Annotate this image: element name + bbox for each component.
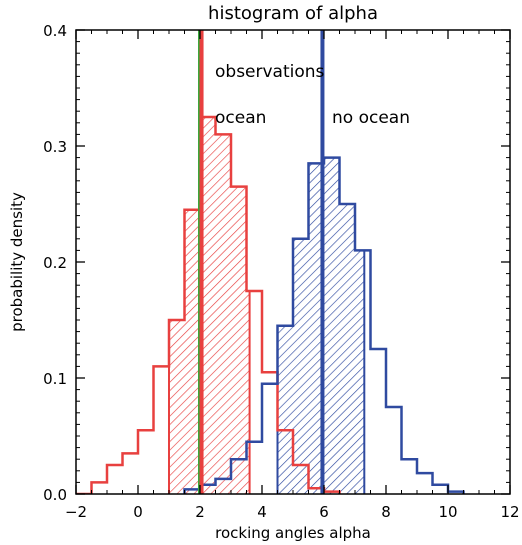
x-tick-label: −2 bbox=[65, 503, 87, 521]
x-axis-title: rocking angles alpha bbox=[215, 524, 371, 542]
no-ocean-shaded-bin bbox=[339, 204, 355, 494]
y-tick-label: 0.2 bbox=[43, 254, 67, 272]
no-ocean-shaded-bin bbox=[308, 163, 324, 494]
x-tick-label: 0 bbox=[133, 503, 143, 521]
x-tick-label: 8 bbox=[381, 503, 391, 521]
axis-tick-labels: −2 0 2 4 6 8 10 12 0.0 0.1 0.2 0.3 0.4 bbox=[43, 22, 519, 521]
x-tick-label: 6 bbox=[319, 503, 329, 521]
reference-lines bbox=[198, 30, 325, 494]
legend-label-ocean: ocean bbox=[215, 108, 266, 128]
shaded-regions bbox=[168, 117, 366, 494]
no-ocean-shaded-bin bbox=[324, 157, 340, 494]
ocean-histogram-outline bbox=[76, 115, 341, 494]
ocean-shaded-bin bbox=[184, 209, 200, 494]
y-axis-title: probability density bbox=[8, 192, 26, 332]
no-ocean-shaded-bin bbox=[355, 250, 365, 494]
x-tick-label: 10 bbox=[438, 503, 457, 521]
y-tick-label: 0.4 bbox=[43, 22, 67, 40]
y-tick-label: 0.0 bbox=[43, 486, 67, 504]
no-ocean-shaded-bin bbox=[277, 325, 293, 494]
legend-label-observations: observations bbox=[215, 62, 325, 82]
no-ocean-shaded-bin bbox=[293, 238, 309, 494]
ocean-shaded-bin bbox=[246, 291, 250, 494]
chart-title: histogram of alpha bbox=[208, 3, 378, 24]
ocean-shaded-bin bbox=[169, 320, 185, 494]
y-tick-label: 0.3 bbox=[43, 138, 67, 156]
x-tick-label: 2 bbox=[195, 503, 205, 521]
ocean-shaded-bin bbox=[215, 134, 231, 494]
legend-label-no-ocean: no ocean bbox=[332, 108, 410, 128]
x-tick-label: 4 bbox=[257, 503, 267, 521]
axis-ticks bbox=[75, 29, 511, 495]
x-tick-label: 12 bbox=[500, 503, 519, 521]
ocean-shaded-bin bbox=[200, 117, 216, 494]
y-tick-label: 0.1 bbox=[43, 370, 67, 388]
ocean-shaded-bin bbox=[231, 186, 247, 494]
histogram-series bbox=[76, 115, 465, 494]
